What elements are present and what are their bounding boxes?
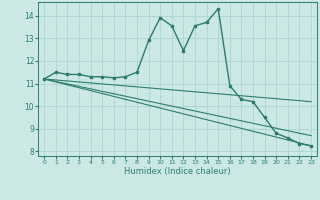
- X-axis label: Humidex (Indice chaleur): Humidex (Indice chaleur): [124, 167, 231, 176]
